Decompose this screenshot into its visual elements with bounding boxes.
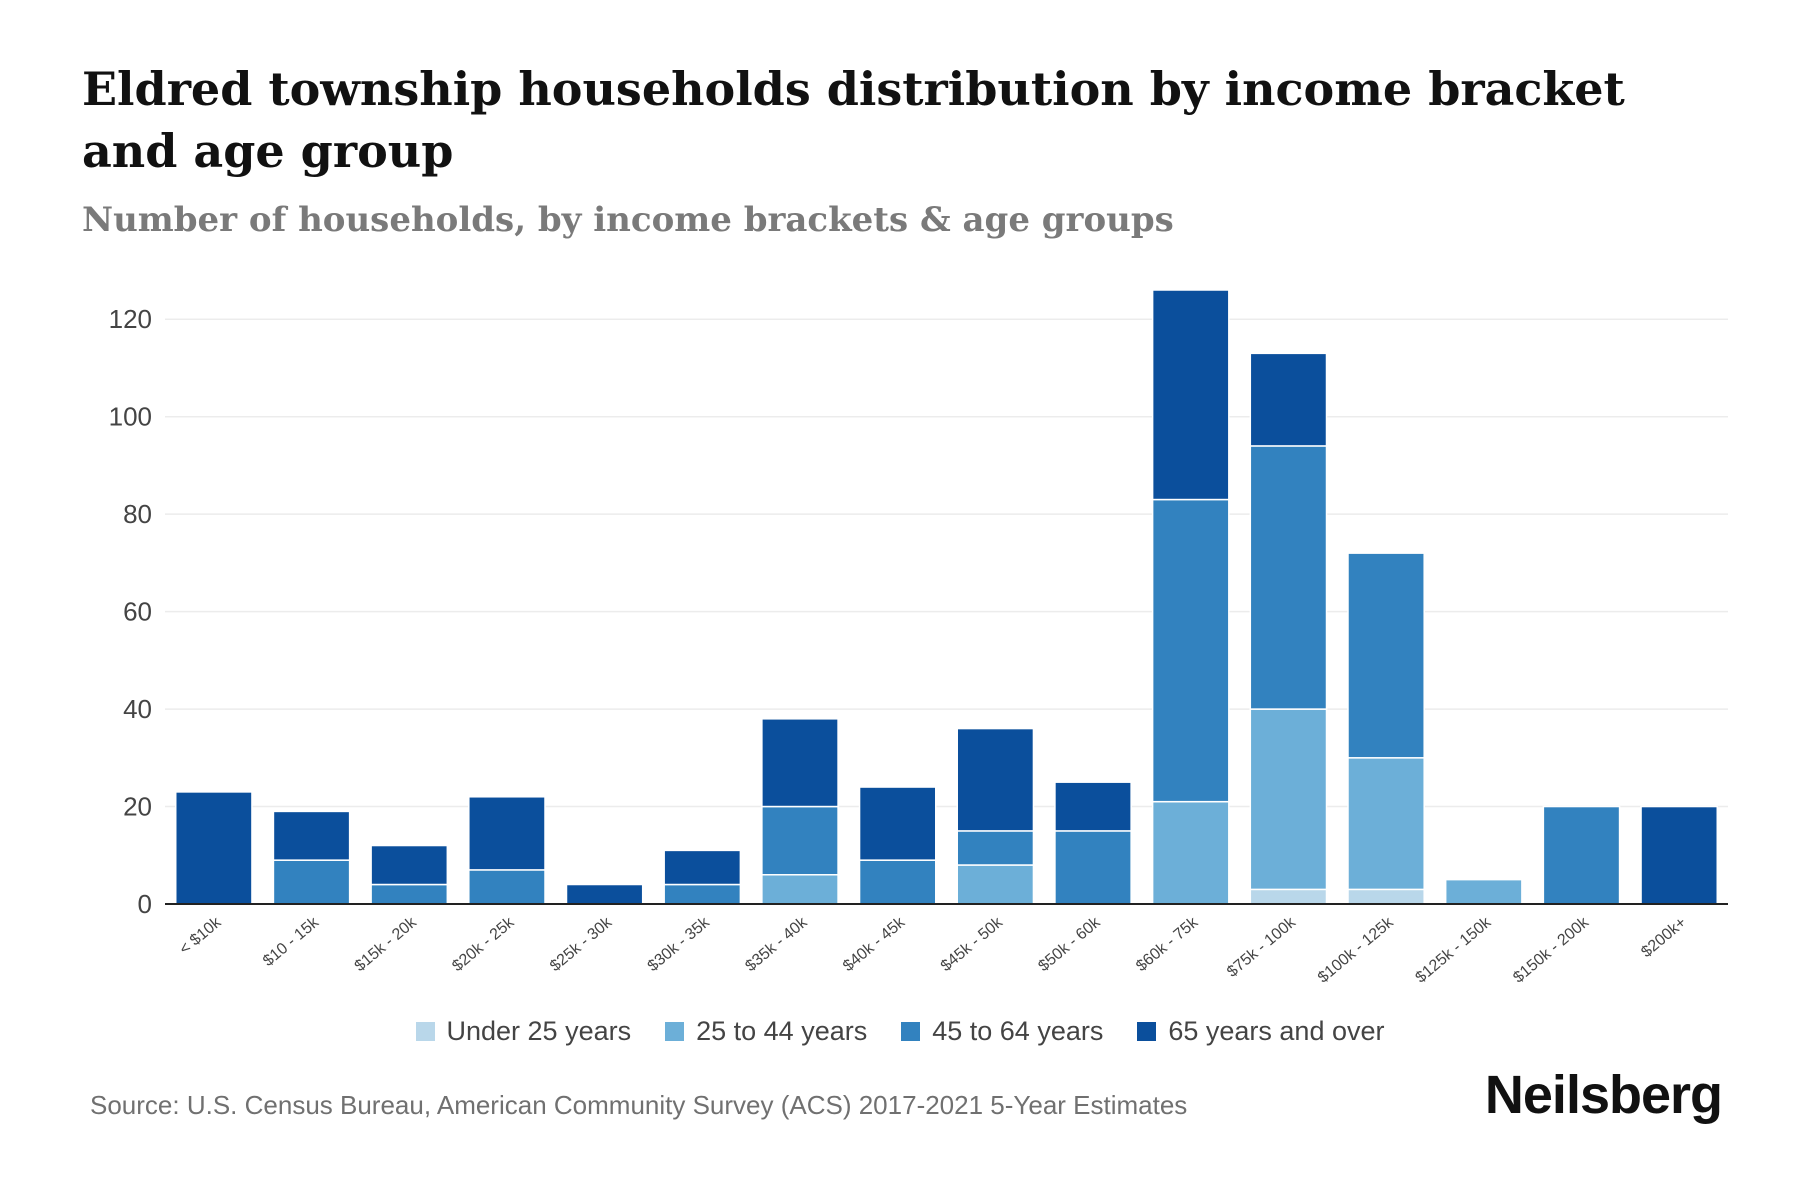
bar-segment <box>956 727 1035 832</box>
bar-segment <box>1151 800 1230 905</box>
chart-subtitle: Number of households, by income brackets… <box>82 200 1174 240</box>
legend-item: 65 years and over <box>1137 1016 1385 1047</box>
chart-title: Eldred township households distribution … <box>82 62 1625 178</box>
bar-segment <box>1249 708 1328 891</box>
legend-item: 25 to 44 years <box>665 1016 867 1047</box>
bar-segment <box>858 859 937 905</box>
gridlines <box>165 318 1728 808</box>
bar-segment <box>1347 552 1425 759</box>
bar-segment <box>663 883 742 905</box>
legend-item: Under 25 years <box>415 1016 632 1047</box>
bar-segment <box>1249 445 1328 710</box>
bar-segment <box>370 883 449 905</box>
x-tick-label: $200k+ <box>1638 914 1689 961</box>
bar-segment <box>272 810 351 861</box>
y-tick-label: 20 <box>123 792 152 822</box>
x-tick-label: $75k - 100k <box>1224 913 1300 980</box>
bar-segment <box>1151 498 1230 803</box>
bar-segment <box>1347 888 1425 905</box>
x-tick-label: $40k - 45k <box>840 913 909 975</box>
y-tick-label: 40 <box>123 694 152 724</box>
legend-label: 25 to 44 years <box>696 1016 868 1046</box>
bar-segment <box>1249 888 1328 905</box>
legend-label: 65 years and over <box>1168 1016 1385 1046</box>
bar-segment <box>272 859 351 905</box>
y-tick-label: 80 <box>123 499 152 529</box>
x-tick-label: $20k - 25k <box>449 913 518 975</box>
bar-segment <box>956 830 1035 866</box>
bar-segment <box>858 786 937 861</box>
legend-label: 45 to 64 years <box>932 1016 1104 1046</box>
bar-segment <box>663 849 742 886</box>
brand-logo: Neilsberg <box>1484 1065 1723 1125</box>
legend-swatch <box>415 1022 435 1041</box>
bar-segment <box>761 874 839 905</box>
x-tick-label: $45k - 50k <box>938 913 1007 975</box>
bar-segment <box>956 864 1035 905</box>
bar-segment <box>1054 781 1132 832</box>
legend-swatch <box>901 1022 921 1041</box>
x-tick-label: $25k - 30k <box>547 913 616 975</box>
bar-segment <box>761 805 839 876</box>
x-tick-label: $125k - 150k <box>1413 913 1496 986</box>
bars <box>174 289 1719 905</box>
bar-segment <box>468 869 546 905</box>
legend-label: Under 25 years <box>446 1016 632 1046</box>
x-tick-label: < $10k <box>176 913 225 958</box>
y-tick-label: 60 <box>123 597 152 627</box>
x-tick-label: $15k - 20k <box>352 913 421 975</box>
bar-segment <box>1249 352 1328 447</box>
x-tick-label: $100k - 125k <box>1315 913 1398 986</box>
bar-segment <box>1542 805 1621 905</box>
legend-item: 45 to 64 years <box>901 1016 1103 1047</box>
bar-segment <box>1640 805 1719 905</box>
bar-segment <box>370 844 449 886</box>
source-note: Source: U.S. Census Bureau, American Com… <box>90 1090 1188 1120</box>
x-tick-label: $30k - 35k <box>645 913 714 975</box>
x-tick-label: $60k - 75k <box>1133 913 1202 975</box>
bar-segment <box>1347 757 1425 891</box>
legend: Under 25 years 25 to 44 years 45 to 64 yea… <box>0 1016 1800 1047</box>
bar-segment <box>1054 830 1132 905</box>
bar-segment <box>761 718 839 808</box>
legend-swatch <box>1137 1022 1157 1041</box>
bar-segment <box>565 883 644 905</box>
y-tick-label: 100 <box>109 402 152 432</box>
x-tick-label: $10 - 15k <box>260 913 323 970</box>
bar-segment <box>1444 878 1523 905</box>
x-tick-label: $150k - 200k <box>1510 913 1593 986</box>
bar-segment <box>1151 289 1230 501</box>
y-tick-label: 0 <box>138 889 152 919</box>
y-tick-label: 120 <box>109 304 152 334</box>
x-tick-label: $35k - 40k <box>742 913 811 975</box>
x-tick-label: $50k - 60k <box>1035 913 1104 975</box>
legend-swatch <box>665 1022 685 1041</box>
bar-segment <box>468 796 546 871</box>
bar-segment <box>174 791 253 905</box>
